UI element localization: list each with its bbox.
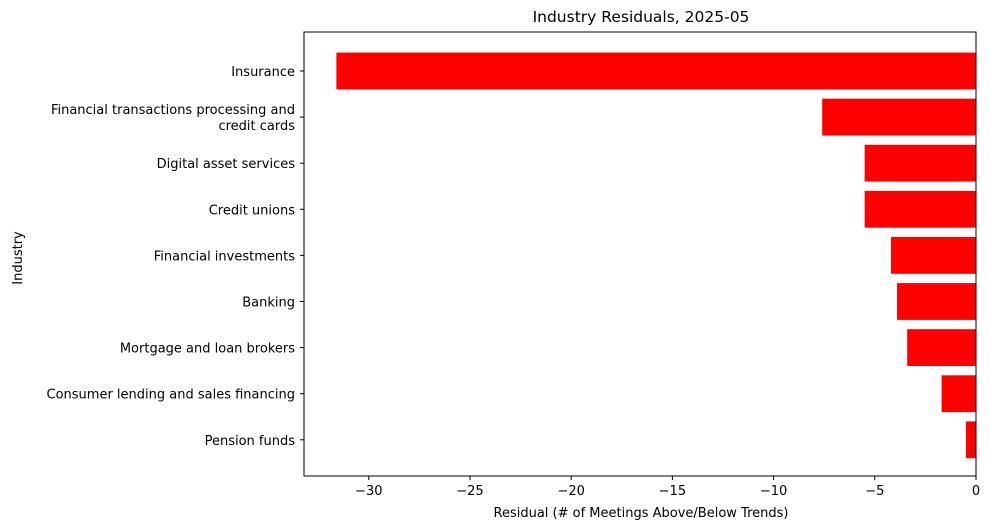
x-ticks: −30 −25 −20 −15 −10 −5 0: [355, 476, 980, 499]
bars-group: [336, 52, 977, 459]
category-label: Financial investments: [154, 249, 295, 264]
bar: [897, 283, 976, 320]
y-axis-title: Industry: [11, 231, 26, 285]
x-tick-label: −25: [456, 484, 483, 499]
bar: [864, 190, 976, 228]
y-tick-marks: [300, 70, 304, 441]
x-tick-label: −15: [659, 484, 686, 499]
category-label: Credit unions: [209, 203, 296, 218]
bar: [822, 98, 976, 136]
category-label: Insurance: [231, 65, 295, 80]
bar: [907, 329, 976, 366]
x-tick-label: −10: [760, 484, 787, 499]
category-label: Consumer lending and sales financing: [47, 388, 296, 403]
category-label: Digital asset services: [157, 157, 296, 172]
category-label: Mortgage and loan brokers: [120, 342, 295, 357]
bar: [890, 237, 976, 274]
x-tick-label: 0: [972, 484, 980, 499]
bar: [965, 421, 976, 459]
x-tick-label: −30: [355, 484, 382, 499]
plot-frame: [303, 31, 977, 477]
bar: [864, 144, 976, 182]
category-label: Banking: [242, 296, 295, 311]
bar: [941, 375, 976, 413]
chart-title: Industry Residuals, 2025-05: [533, 8, 750, 26]
bar: [336, 52, 977, 90]
x-tick-label: −20: [557, 484, 584, 499]
x-axis-title: Residual (# of Meetings Above/Below Tren…: [494, 506, 789, 521]
category-label: Pension funds: [205, 434, 296, 449]
category-label: Financial transactions processing and cre…: [51, 103, 295, 134]
category-labels: Insurance Financial transactions processi…: [47, 65, 296, 449]
x-tick-label: −5: [865, 484, 884, 499]
